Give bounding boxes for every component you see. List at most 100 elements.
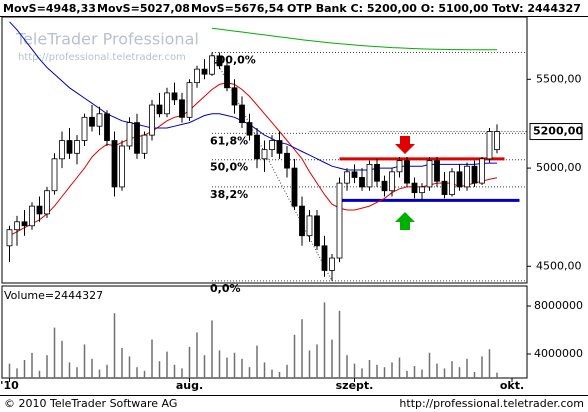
candle-body: [494, 131, 500, 151]
x-tick-label: szept.: [336, 379, 374, 392]
volume-bar: [271, 369, 273, 378]
volume-bar: [376, 364, 378, 378]
volume-bar: [136, 367, 138, 378]
candle-body: [201, 68, 208, 75]
volume-bar: [256, 345, 258, 378]
candle-body: [404, 160, 410, 184]
volume-bar: [278, 372, 281, 378]
candle-body: [21, 221, 28, 227]
volume-bar: [443, 368, 446, 378]
fib-label: 0,0%: [210, 282, 241, 295]
header-info: OTP Bank C: 5200,00 O: 5100,00 TotV: 244…: [287, 2, 581, 15]
volume-bar: [181, 368, 183, 378]
candle-body: [441, 180, 448, 195]
volume-bar: [383, 367, 386, 378]
candle-body: [119, 145, 125, 188]
volume-bar: [331, 339, 333, 378]
footer-left: © 2010 TeleTrader Software AG: [4, 397, 177, 410]
volume-bar: [301, 319, 303, 378]
volume-bar: [451, 361, 453, 378]
volume-bar: [286, 364, 288, 378]
candle-body: [171, 92, 178, 101]
candle-body: [321, 245, 328, 271]
candle-body: [419, 186, 425, 194]
volume-bar: [338, 310, 341, 378]
candle-body: [149, 104, 155, 136]
volume-bar: [31, 352, 33, 378]
volume-bar: [128, 356, 131, 378]
volume-bar: [346, 355, 348, 378]
volume-bar: [121, 348, 123, 378]
candle-body: [6, 229, 13, 247]
x-tick-label: aug.: [176, 379, 203, 392]
volume-bar: [436, 363, 438, 378]
candle-body: [359, 177, 365, 188]
y-tick-label: 5000,00: [536, 161, 582, 174]
volume-bar: [496, 372, 498, 378]
fib-label: 38,2%: [210, 188, 248, 201]
candle-body: [36, 205, 43, 215]
candle-body: [434, 160, 440, 182]
y-tick-label: 5500,00: [536, 72, 582, 85]
candle-body: [51, 158, 58, 192]
volume-bar: [226, 357, 228, 378]
volume-bar: [398, 357, 401, 378]
candle-body: [96, 113, 103, 127]
candle-body: [374, 163, 380, 182]
fib-label: 50,0%: [210, 161, 248, 174]
volume-bar: [188, 346, 191, 378]
arrow-down: [395, 136, 415, 154]
candle-body: [66, 140, 73, 154]
volume-bar: [263, 362, 266, 378]
volume-bar: [16, 368, 18, 378]
candle-body: [179, 99, 185, 118]
volume-bar: [113, 313, 116, 378]
volume-tick-label: 8000000: [534, 299, 583, 312]
volume-bar: [106, 364, 108, 378]
candle-body: [411, 182, 418, 194]
volume-bar: [83, 344, 86, 378]
candle-body: [276, 140, 283, 154]
volume-bar: [76, 367, 78, 378]
last-price-box: [529, 123, 583, 141]
volume-bar: [23, 360, 26, 378]
candle-body: [366, 163, 373, 188]
candle-body: [314, 215, 320, 247]
candle-body: [209, 55, 215, 75]
volume-bar: [481, 356, 483, 378]
candle-body: [381, 180, 388, 192]
volume-tick-label: 4000000: [534, 347, 583, 360]
fib-label: 61,8%: [210, 134, 248, 147]
volume-bar: [53, 327, 56, 378]
footer-right: http://professional.teletrader.com: [399, 397, 584, 410]
candle-body: [344, 171, 350, 184]
volume-bar: [361, 368, 363, 378]
candle-body: [456, 171, 463, 188]
volume-bar: [353, 363, 356, 378]
candle-body: [44, 190, 50, 215]
candle-body: [471, 165, 478, 184]
legend-entry: MovS=4948,33: [3, 2, 96, 15]
volume-bar: [488, 349, 491, 378]
volume-bar: [248, 367, 251, 378]
candle-body: [291, 167, 298, 207]
candle-body: [486, 131, 493, 160]
volume-bar: [458, 367, 461, 378]
candle-body: [186, 82, 193, 118]
candle-body: [14, 221, 20, 231]
candle-body: [464, 165, 470, 188]
volume-bar: [473, 372, 476, 378]
volume-bar: [323, 302, 326, 378]
volume-bar: [293, 334, 296, 378]
volume-bar: [211, 320, 213, 378]
candle-body: [351, 171, 358, 178]
candle-body: [134, 122, 140, 154]
watermark-url: http://professional.teletrader.com: [18, 52, 186, 63]
y-tick-label: 4500,00: [536, 259, 582, 272]
candle-body: [81, 116, 88, 141]
candle-body: [269, 140, 275, 151]
candle-body: [59, 140, 65, 160]
arrow-up: [395, 212, 415, 230]
volume-bar: [406, 370, 408, 378]
volume-bar: [98, 369, 101, 378]
